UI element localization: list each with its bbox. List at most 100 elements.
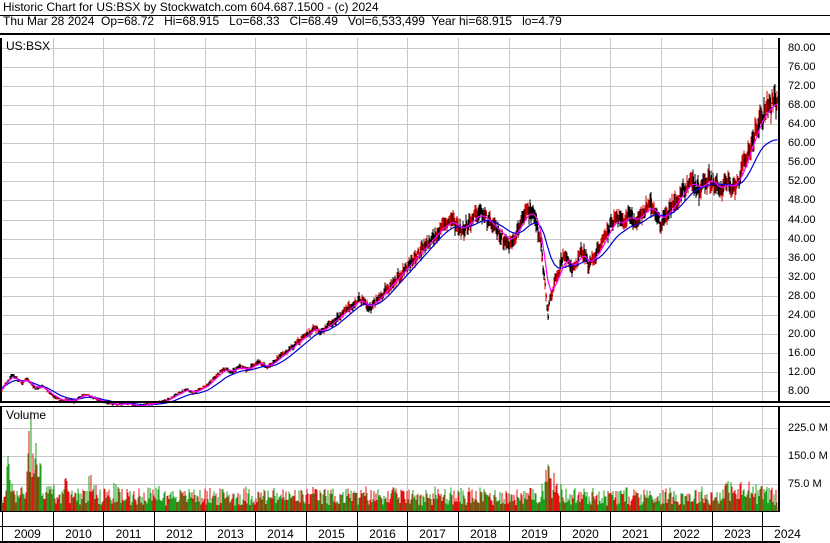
price-axis-label: 24.00 [788, 309, 816, 321]
volume-gridline [2, 484, 778, 485]
x-axis-label: 2016 [369, 527, 396, 541]
price-axis-label: 64.00 [788, 118, 816, 130]
price-gridline [2, 86, 778, 87]
year-gridline [357, 407, 358, 512]
year-gridline [407, 38, 408, 401]
price-panel-left-border [0, 38, 2, 401]
year-gridline [205, 38, 206, 401]
price-axis-label: 76.00 [788, 61, 816, 73]
year-gridline [103, 38, 104, 401]
price-axis-label: 52.00 [788, 175, 816, 187]
x-axis-tick [610, 512, 611, 543]
price-gridline [2, 200, 778, 201]
year-gridline [661, 407, 662, 512]
xaxis-mid-rule [0, 526, 780, 527]
price-gridline [2, 143, 778, 144]
x-axis-label: 2022 [673, 527, 700, 541]
x-axis-tick [407, 512, 408, 543]
price-gridline [2, 277, 778, 278]
year-gridline [53, 38, 54, 401]
x-axis-tick [509, 512, 510, 543]
x-axis-tick [661, 512, 662, 543]
price-gridline [2, 296, 778, 297]
x-axis-tick [205, 512, 206, 543]
price-axis-label: 16.00 [788, 347, 816, 359]
x-axis-label: 2018 [470, 527, 497, 541]
x-axis-label: 2011 [115, 527, 142, 541]
header-divider-2 [0, 33, 830, 35]
x-axis-tick [458, 512, 459, 543]
price-axis-label: 80.00 [788, 42, 816, 54]
x-axis-tick [154, 512, 155, 543]
volume-chart-panel: Volume [0, 407, 780, 512]
volume-axis-label: 150.0 M [788, 450, 828, 462]
price-gridline [2, 162, 778, 163]
x-axis-label: 2009 [14, 527, 41, 541]
year-gridline [255, 38, 256, 401]
price-axis-label: 40.00 [788, 233, 816, 245]
price-axis-label: 8.00 [788, 385, 810, 397]
price-gridline [2, 353, 778, 354]
x-axis-tick [357, 512, 358, 543]
year-gridline [560, 407, 561, 512]
price-axis-label: 32.00 [788, 271, 816, 283]
x-axis-label: 2023 [724, 527, 751, 541]
year-gridline [712, 38, 713, 401]
price-axis-label: 48.00 [788, 194, 816, 206]
x-axis-tick [306, 512, 307, 543]
x-axis-tick [560, 512, 561, 543]
price-axis: 8.00 12.00 16.00 20.00 24.00 28.00 32.00 36.00 4… [784, 38, 830, 401]
year-gridline [154, 407, 155, 512]
year-gridline [762, 407, 763, 512]
price-gridline [2, 258, 778, 259]
chart-header: Historic Chart for US:BSX by Stockwatch.… [0, 0, 830, 28]
year-gridline [509, 407, 510, 512]
year-gridline [306, 407, 307, 512]
price-axis-label: 44.00 [788, 214, 816, 226]
x-axis-label: 2021 [622, 527, 649, 541]
volume-series-plot [1, 411, 778, 512]
price-gridline [2, 124, 778, 125]
x-axis: 2009 2010 2011 2012 2013 2014 2015 2016 2017 2018… [0, 512, 801, 543]
price-gridline [2, 391, 778, 392]
price-gridline [2, 239, 778, 240]
panel-separator-top [0, 401, 830, 403]
x-axis-label: 2013 [217, 527, 244, 541]
volume-panel-left-border [0, 407, 2, 512]
x-axis-tick [53, 512, 54, 543]
price-gridline [2, 181, 778, 182]
price-gridline [2, 48, 778, 49]
price-gridline [2, 220, 778, 221]
year-gridline [762, 38, 763, 401]
xaxis-bottom-rule [0, 541, 780, 543]
price-panel-title: US:BSX [6, 39, 51, 53]
price-gridline [2, 105, 778, 106]
x-axis-tick [762, 512, 763, 543]
volume-axis-label: 225.0 M [788, 422, 828, 434]
year-gridline [53, 407, 54, 512]
x-axis-label: 2010 [65, 527, 92, 541]
x-axis-label: 2020 [572, 527, 599, 541]
x-axis-label: 2019 [521, 527, 548, 541]
panel-separator-bottom [0, 406, 830, 407]
volume-bars [1, 411, 778, 512]
year-gridline [610, 407, 611, 512]
volume-gridline [2, 456, 778, 457]
volume-axis-label: 75.0 M [788, 478, 822, 490]
x-axis-label: 2012 [166, 527, 193, 541]
x-axis-tick [255, 512, 256, 543]
price-gridline [2, 315, 778, 316]
year-gridline [205, 407, 206, 512]
price-gridline [2, 67, 778, 68]
price-chart-panel: US:BSX [0, 38, 780, 409]
price-panel-right-border [778, 38, 780, 401]
price-axis-label: 28.00 [788, 290, 816, 302]
price-axis-label: 12.00 [788, 366, 816, 378]
x-axis-tick [712, 512, 713, 543]
volume-panel-title: Volume [6, 408, 47, 422]
price-axis-label: 72.00 [788, 80, 816, 92]
ohlc-bars [1, 84, 779, 409]
price-axis-label: 20.00 [788, 328, 816, 340]
year-gridline [560, 38, 561, 401]
